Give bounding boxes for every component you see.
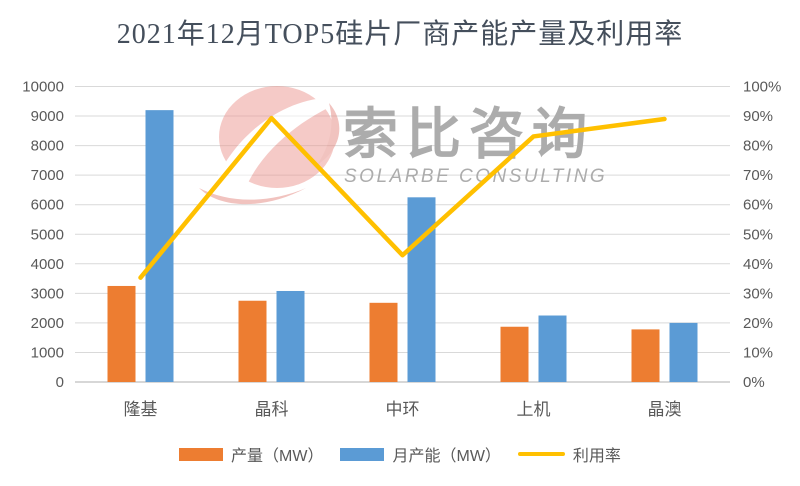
left-axis-tick: 7000 xyxy=(31,167,64,184)
production-swatch xyxy=(179,447,224,461)
watermark-en-text: SOLARBE CONSULTING xyxy=(344,166,607,187)
right-axis-tick: 50% xyxy=(743,226,773,243)
line-group xyxy=(138,115,667,280)
legend-label-capacity: 月产能（MW） xyxy=(392,448,501,465)
capacity-bar xyxy=(669,322,698,382)
capacity-swatch xyxy=(340,447,385,461)
legend-item-utilization: 利用率 xyxy=(517,442,621,466)
right-axis-tick: 60% xyxy=(743,197,773,214)
axis-labels-group: 0 0% 1000 10% 2000 20% 3000 30% 4000 40% 5000 50% 60… xyxy=(22,79,781,420)
production-bar xyxy=(107,285,136,382)
right-axis-tick: 40% xyxy=(743,256,773,273)
right-axis-tick: 80% xyxy=(743,138,773,155)
category-label: 隆基 xyxy=(124,400,158,419)
chart-title: 2021年12月TOP5硅片厂商产能产量及利用率 xyxy=(116,19,684,50)
category-label: 晶科 xyxy=(255,400,289,419)
right-axis-tick: 10% xyxy=(743,344,773,361)
right-axis-tick: 0% xyxy=(743,374,765,391)
category-label: 上机 xyxy=(517,400,551,419)
left-axis-tick: 0 xyxy=(56,374,64,391)
utilization-line-swatch xyxy=(517,451,565,457)
left-axis-tick: 4000 xyxy=(31,256,64,273)
left-axis-tick: 1000 xyxy=(31,344,64,361)
legend-label-production: 产量（MW） xyxy=(231,448,324,465)
left-axis-tick: 10000 xyxy=(22,79,64,96)
production-bar xyxy=(500,326,529,382)
left-axis-tick: 6000 xyxy=(31,197,64,214)
capacity-bar xyxy=(407,197,436,382)
legend-item-production: 产量（MW） xyxy=(179,442,323,466)
production-bar xyxy=(631,329,660,382)
legend: 产量（MW） 月产能（MW） 利用率 xyxy=(0,442,800,466)
left-axis-tick: 9000 xyxy=(31,108,64,125)
right-axis-tick: 100% xyxy=(743,79,781,96)
legend-label-utilization: 利用率 xyxy=(572,448,621,465)
production-bar xyxy=(238,300,267,382)
capacity-bar xyxy=(276,290,305,382)
bars-group xyxy=(107,110,698,382)
watermark: 索比咨询 SOLARBE CONSULTING xyxy=(199,86,607,205)
right-axis-tick: 70% xyxy=(743,167,773,184)
gridlines-group xyxy=(75,86,730,383)
category-label: 中环 xyxy=(386,400,420,419)
capacity-bar xyxy=(538,315,567,382)
left-axis-tick: 3000 xyxy=(31,285,64,302)
left-axis-tick: 5000 xyxy=(31,226,64,243)
category-label: 晶澳 xyxy=(648,400,682,419)
legend-item-capacity: 月产能（MW） xyxy=(340,442,501,466)
right-axis-tick: 90% xyxy=(743,108,773,125)
right-axis-tick: 30% xyxy=(743,285,773,302)
solarbe-logo-icon xyxy=(199,86,348,205)
right-axis-tick: 20% xyxy=(743,315,773,332)
utilization-line xyxy=(138,115,667,280)
left-axis-tick: 2000 xyxy=(31,315,64,332)
left-axis-tick: 8000 xyxy=(31,138,64,155)
production-bar xyxy=(369,302,398,382)
